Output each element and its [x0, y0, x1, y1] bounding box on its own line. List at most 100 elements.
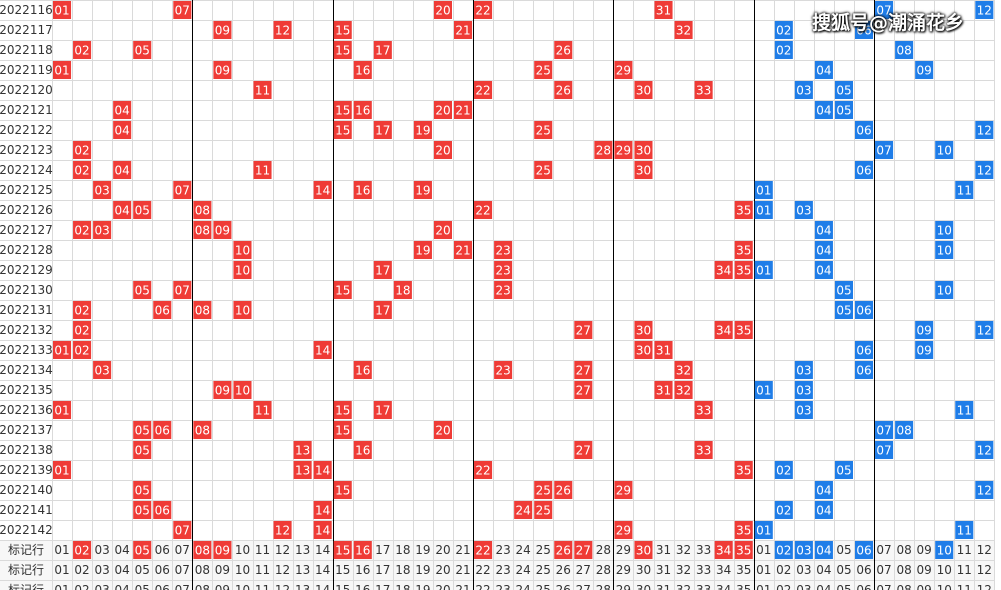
marker-front-number: 09 — [215, 583, 230, 590]
front-ball-box — [373, 261, 392, 279]
front-ball-box — [694, 81, 713, 99]
marker-row-label: 标记行 — [8, 583, 44, 590]
front-ball-box — [333, 121, 352, 139]
front-ball-box — [333, 41, 352, 59]
back-ball-box — [794, 401, 813, 419]
front-ball-box — [454, 21, 473, 39]
front-ball-box — [594, 141, 613, 159]
marker-front-number: 18 — [395, 543, 410, 557]
marker-front-ball: 15 — [335, 544, 350, 558]
front-ball-box — [654, 381, 673, 399]
back-ball: 05 — [836, 84, 851, 98]
front-ball: 23 — [495, 244, 510, 258]
front-ball-box — [53, 1, 72, 19]
front-ball-box — [574, 441, 593, 459]
front-ball-box — [714, 261, 733, 279]
front-ball-box — [213, 21, 232, 39]
marker-back-number: 04 — [816, 583, 831, 590]
back-ball: 04 — [816, 64, 831, 78]
back-ball: 10 — [937, 244, 952, 258]
back-ball-box — [774, 21, 793, 39]
front-ball-box — [433, 1, 452, 19]
back-ball-box — [774, 501, 793, 519]
marker-front-ball: 09 — [215, 544, 230, 558]
front-ball: 05 — [135, 424, 150, 438]
marker-front-number: 12 — [275, 543, 290, 557]
marker-back-number: 03 — [796, 563, 811, 577]
front-ball-box — [373, 401, 392, 419]
front-ball: 34 — [716, 324, 731, 338]
issue-number: 2022133 — [0, 343, 53, 357]
marker-front-number: 19 — [415, 583, 430, 590]
front-ball-box — [233, 261, 252, 279]
marker-front-number: 07 — [175, 543, 190, 557]
front-ball-box — [353, 361, 372, 379]
back-ball: 02 — [776, 44, 791, 58]
back-ball-box — [875, 421, 894, 439]
marker-back-number: 07 — [876, 563, 891, 577]
front-ball-box — [494, 281, 513, 299]
front-ball-box — [534, 61, 553, 79]
marker-front-ball: 30 — [636, 544, 651, 558]
marker-front-ball: 16 — [355, 544, 370, 558]
back-ball: 03 — [796, 384, 811, 398]
marker-front-number: 27 — [576, 583, 591, 590]
front-ball: 10 — [235, 304, 250, 318]
issue-number: 2022119 — [0, 63, 53, 77]
marker-back-ball-box — [774, 541, 793, 559]
front-ball: 01 — [54, 4, 69, 18]
front-ball-box — [413, 121, 432, 139]
marker-back-number: 09 — [917, 563, 932, 577]
marker-front-number: 09 — [215, 563, 230, 577]
front-ball-box — [534, 161, 553, 179]
back-ball-box — [814, 241, 833, 259]
front-ball: 16 — [355, 184, 370, 198]
front-ball: 15 — [335, 284, 350, 298]
marker-front-number: 02 — [74, 583, 89, 590]
marker-front-number: 32 — [676, 543, 691, 557]
front-ball-box — [474, 461, 493, 479]
back-ball: 01 — [756, 184, 771, 198]
front-ball: 07 — [175, 4, 190, 18]
back-ball: 06 — [856, 124, 871, 138]
back-ball-box — [935, 141, 954, 159]
front-ball-box — [253, 81, 272, 99]
marker-front-number: 26 — [556, 583, 571, 590]
back-ball: 12 — [977, 484, 992, 498]
front-ball-box — [233, 241, 252, 259]
front-ball: 10 — [235, 264, 250, 278]
front-ball-box — [634, 321, 653, 339]
marker-back-number: 02 — [776, 583, 791, 590]
front-ball-box — [253, 401, 272, 419]
marker-front-number: 15 — [335, 563, 350, 577]
marker-front-number: 20 — [435, 543, 450, 557]
front-ball: 05 — [135, 284, 150, 298]
marker-front-number: 32 — [676, 563, 691, 577]
front-ball-box — [574, 361, 593, 379]
back-ball: 10 — [937, 224, 952, 238]
front-ball-box — [133, 441, 152, 459]
front-ball-box — [293, 461, 312, 479]
front-ball: 02 — [74, 344, 89, 358]
marker-front-ball: 26 — [556, 544, 571, 558]
front-ball: 29 — [616, 524, 631, 538]
marker-front-ball-box — [634, 541, 653, 559]
issue-number: 2022120 — [0, 83, 53, 97]
front-ball-box — [93, 181, 112, 199]
marker-front-number: 28 — [596, 543, 611, 557]
marker-front-number: 31 — [656, 543, 671, 557]
front-ball-box — [333, 281, 352, 299]
front-ball: 27 — [576, 324, 591, 338]
marker-front-number: 11 — [255, 543, 270, 557]
front-ball: 26 — [556, 44, 571, 58]
front-ball: 11 — [255, 84, 270, 98]
marker-front-number: 17 — [375, 543, 390, 557]
back-ball-box — [855, 161, 874, 179]
marker-front-number: 33 — [696, 583, 711, 590]
front-ball-box — [73, 321, 92, 339]
marker-front-ball-box — [353, 541, 372, 559]
watermark: 搜狐号@潮涌花乡 — [812, 12, 965, 34]
front-ball: 03 — [94, 224, 109, 238]
marker-front-number: 26 — [556, 563, 571, 577]
front-ball-box — [554, 81, 573, 99]
